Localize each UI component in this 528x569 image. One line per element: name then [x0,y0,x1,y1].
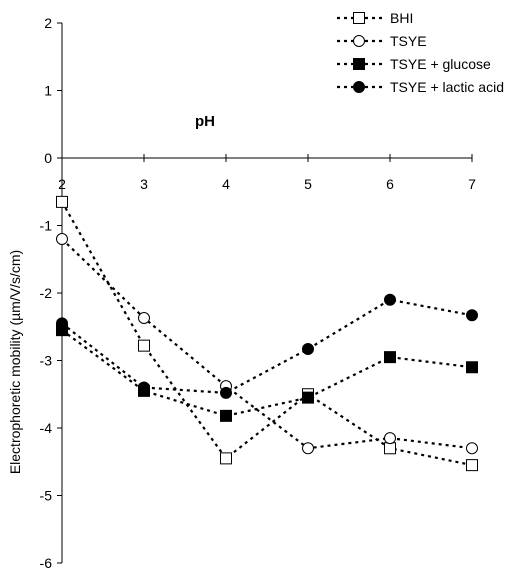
y-tick-label: 0 [44,150,52,166]
data-point [56,317,68,330]
y-tick-label: -4 [40,420,53,436]
y-tick-label: -5 [40,488,53,504]
axes: 2 1 0 -1 -2 -3 -4 -5 -6 2 3 4 5 6 7 [40,15,477,569]
data-point [56,195,68,208]
y-tick-label: 1 [44,83,52,99]
data-point [384,293,396,306]
y-tick-label: -2 [40,285,53,301]
series-layer [56,195,478,472]
data-point [302,391,314,404]
data-point [466,309,478,322]
series-line [61,201,473,467]
legend-marker [353,35,365,47]
data-point [220,452,232,465]
data-point [466,361,478,374]
y-tick-label: -3 [40,353,53,369]
y-axis-title: Electrophoretic mobility (µm/V/s/cm) [7,250,23,474]
x-tick-label: 6 [386,176,394,192]
series-line [61,298,473,395]
x-tick-label: 2 [58,176,66,192]
x-axis-title: pH [195,113,215,130]
x-tick-label: 5 [304,176,312,192]
legend-label: TSYE + lactic acid [390,79,504,95]
legend-item-tsye-lactic-acid: TSYE + lactic acid [337,79,504,95]
y-tick-label: -1 [40,218,53,234]
y-tick-label: 2 [44,15,52,31]
series-line [61,329,473,417]
legend-label: TSYE [390,33,427,49]
legend-marker [353,58,365,70]
data-point [466,442,478,455]
y-ticks: 2 1 0 -1 -2 -3 -4 -5 -6 [40,15,62,569]
x-tick-label: 3 [140,176,148,192]
x-ticks: 2 3 4 5 6 7 [58,154,476,192]
series-tsye-glucose [56,324,478,422]
legend-marker [353,81,365,93]
legend-marker [353,12,365,24]
data-point [384,432,396,445]
data-point [466,459,478,472]
series-line [61,238,473,450]
data-point [138,311,150,324]
data-point [384,351,396,364]
data-point [138,381,150,394]
series-bhi [56,195,478,472]
data-point [138,339,150,352]
legend-item-bhi: BHI [337,10,413,26]
data-point [302,343,314,356]
y-tick-label: -6 [40,555,53,569]
x-tick-label: 7 [468,176,476,192]
data-point [56,233,68,245]
data-point [220,409,232,422]
legend-label: BHI [390,10,413,26]
series-tsye-lactic-acid [56,293,478,399]
legend-item-tsye-glucose: TSYE + glucose [337,56,491,72]
x-tick-label: 4 [222,176,230,192]
data-point [384,442,396,455]
data-point [302,442,314,455]
legend-item-tsye: TSYE [337,33,427,49]
legend-label: TSYE + glucose [390,56,491,72]
legend: BHI TSYE TSYE + glucose TSYE + lactic acid [337,10,504,95]
series-tsye [56,233,478,455]
data-point [220,386,232,399]
